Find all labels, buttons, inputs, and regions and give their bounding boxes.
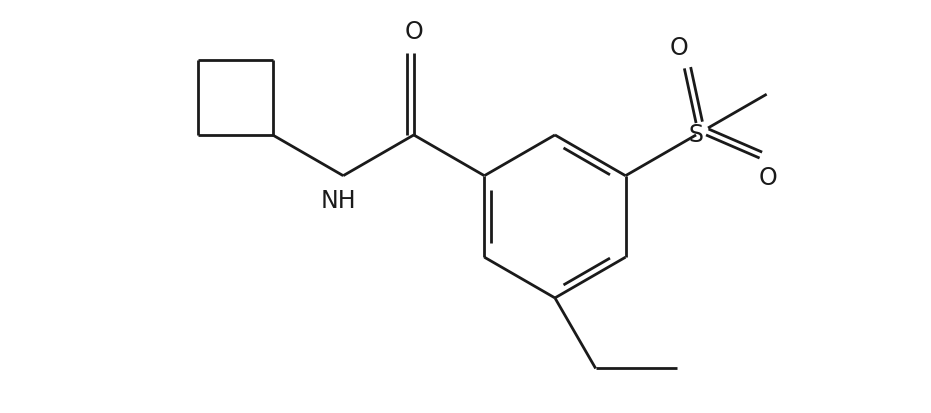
Text: NH: NH [320, 189, 356, 213]
Text: O: O [670, 36, 689, 60]
Text: O: O [758, 166, 776, 190]
Text: S: S [689, 123, 704, 147]
Text: O: O [404, 19, 424, 43]
